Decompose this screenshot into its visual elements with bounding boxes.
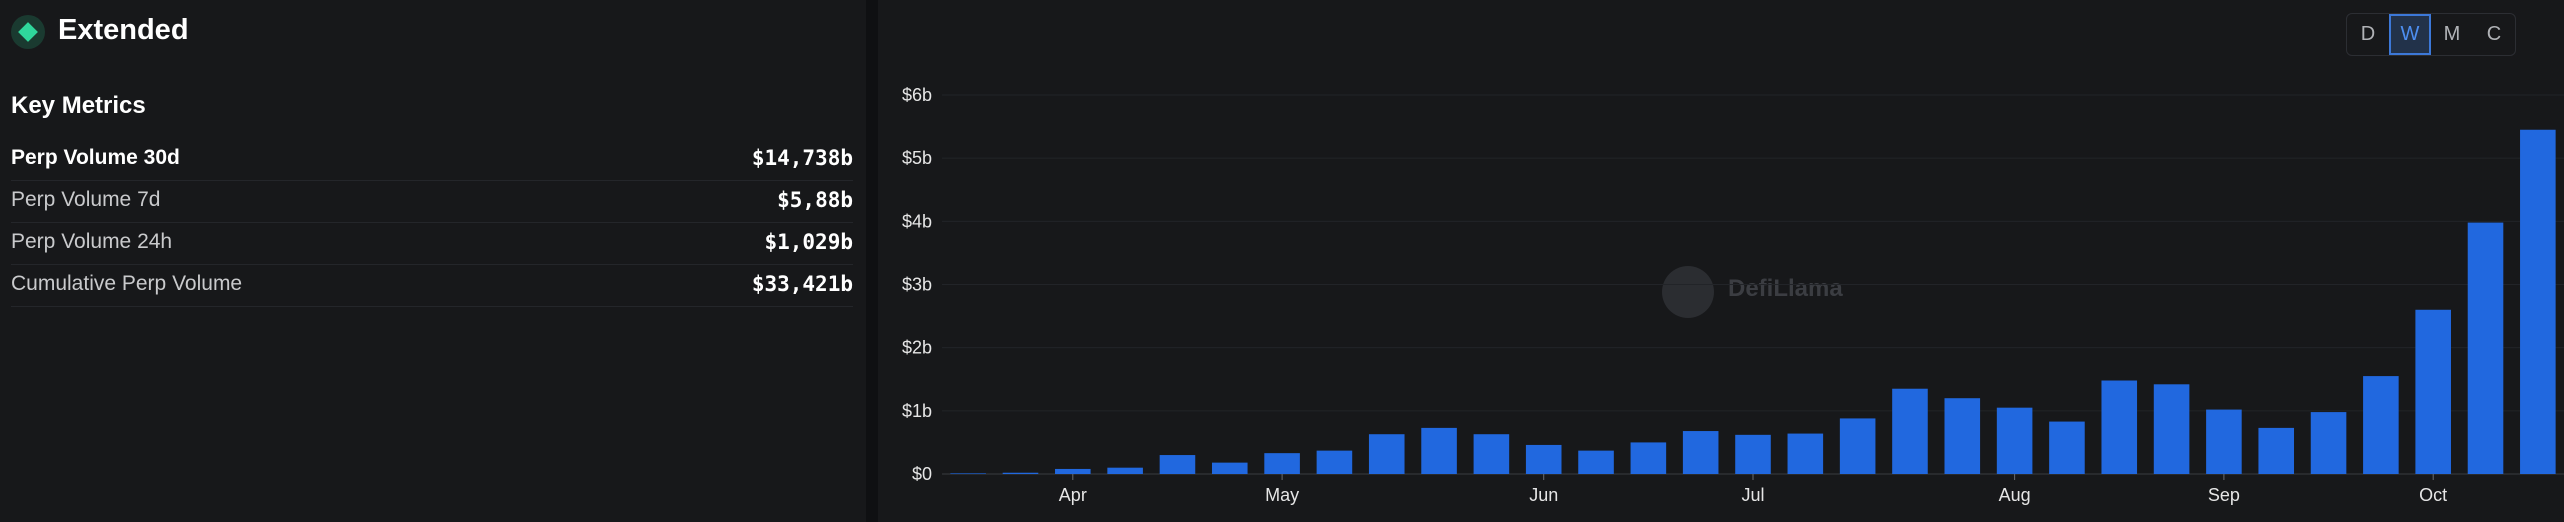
x-tick-label: Apr: [1059, 485, 1087, 505]
x-tick-label: Oct: [2419, 485, 2447, 505]
bar: [2415, 309, 2451, 474]
bar: [1525, 444, 1562, 474]
bar: [1682, 431, 1719, 474]
bar: [2206, 409, 2242, 474]
bar: [1421, 427, 1457, 474]
metric-value: $14,738b: [751, 146, 853, 170]
metric-label: Perp Volume 7d: [11, 188, 161, 211]
metric-label: Cumulative Perp Volume: [11, 272, 243, 295]
period-button[interactable]: M: [2443, 23, 2461, 45]
bar: [2258, 427, 2295, 474]
logo: [11, 15, 45, 49]
period-button[interactable]: D: [2360, 23, 2376, 45]
metric-value: $5,88b: [777, 188, 853, 212]
metric-value: $1,029b: [764, 230, 853, 254]
bar: [1368, 434, 1405, 474]
watermark-logo: [1662, 266, 1714, 318]
bar: [1892, 388, 1928, 474]
metric-row: Perp Volume 24h $1,029b: [11, 222, 853, 265]
x-tick-label: Aug: [1999, 485, 2031, 505]
bar: [1107, 467, 1143, 474]
metric-label: Perp Volume 30d: [11, 146, 180, 169]
x-tick-label: Jul: [1741, 485, 1764, 505]
bar: [2310, 412, 2347, 474]
metric-row: Perp Volume 30d $14,738b: [11, 138, 853, 181]
bar: [1735, 434, 1771, 474]
bar: [1211, 462, 1248, 474]
bar: [1264, 453, 1300, 474]
y-tick-label: $3b: [902, 275, 932, 295]
bar: [2101, 380, 2138, 474]
x-tick-label: Jun: [1529, 485, 1558, 505]
section-title: Key Metrics: [11, 92, 146, 119]
bar: [1996, 407, 2033, 474]
protocol-title: Extended: [58, 14, 189, 46]
metric-row: Perp Volume 7d $5,88b: [11, 180, 853, 223]
bar: [1787, 433, 1824, 474]
x-tick-label: May: [1265, 485, 1299, 505]
bar: [1839, 418, 1876, 474]
bar: [2520, 129, 2556, 474]
bar: [950, 473, 986, 474]
period-button[interactable]: C: [2486, 23, 2502, 45]
y-tick-label: $6b: [902, 85, 932, 105]
y-tick-label: $2b: [902, 338, 932, 358]
metric-value: $33,421b: [751, 272, 853, 296]
bar: [1159, 455, 1196, 474]
bar: [1944, 398, 1981, 474]
bar: [2153, 384, 2190, 474]
y-tick-label: $4b: [902, 211, 932, 231]
bar: [1316, 450, 1353, 474]
metric-row: Cumulative Perp Volume $33,421b: [11, 264, 853, 307]
metric-label: Perp Volume 24h: [11, 230, 173, 253]
y-tick-label: $5b: [902, 148, 932, 168]
bar: [1002, 472, 1039, 474]
bar: [2467, 222, 2504, 474]
y-tick-label: $1b: [902, 401, 932, 421]
bar: [1630, 442, 1667, 474]
bar: [2049, 421, 2085, 474]
chart: DefiLlama $0 $1b $2b $3b $4b $5b $6b Apr May Jun J…: [902, 85, 2564, 505]
watermark: DefiLlama: [1728, 275, 1843, 302]
bar: [1473, 434, 1510, 474]
period-button[interactable]: W: [2389, 14, 2431, 55]
x-tick-label: Sep: [2208, 485, 2240, 505]
bar: [2363, 376, 2399, 474]
bar: [1578, 450, 1614, 474]
y-tick-label: $0: [912, 464, 932, 484]
bar: [1055, 468, 1091, 474]
left-panel: Extended Key Metrics Perp Volume 30d $14,…: [0, 0, 866, 522]
